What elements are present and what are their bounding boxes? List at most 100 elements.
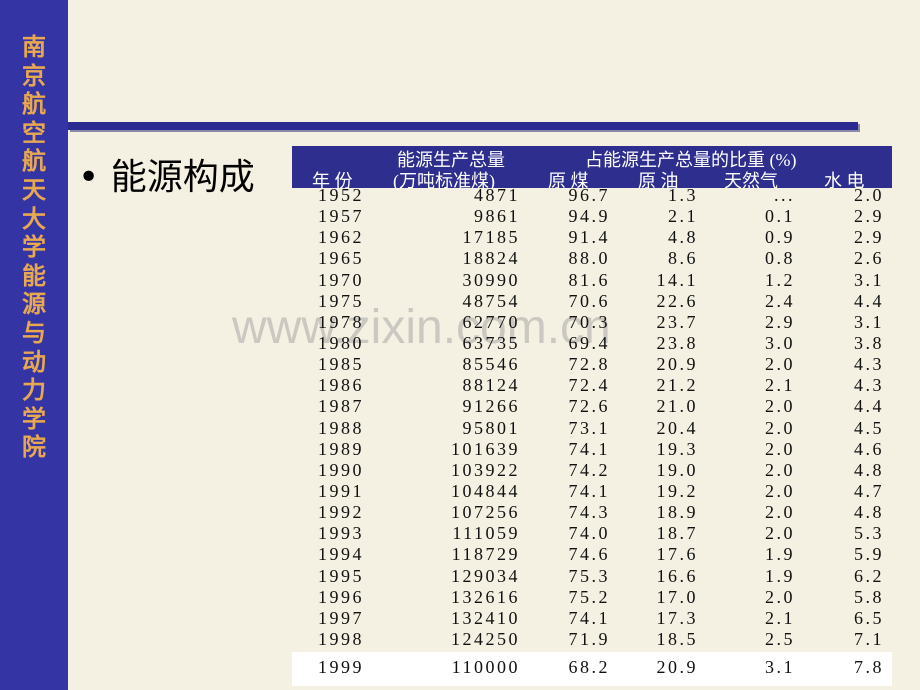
- table-cell: 16.6: [656, 565, 698, 586]
- table-cell: 18.7: [656, 523, 698, 544]
- table-cell: 72.4: [568, 375, 610, 396]
- watermark: www.zixin.com.cn: [232, 301, 611, 354]
- header-cell: 年 份: [312, 171, 353, 191]
- table-cell: 1999: [318, 657, 364, 677]
- table-cell: 2.0: [854, 185, 884, 205]
- table-cell: 5.9: [854, 544, 884, 565]
- table-cell: 3.1: [854, 311, 884, 332]
- table-cell: 4871: [474, 185, 520, 205]
- table-cell: 132410: [451, 607, 520, 628]
- table-cell: 3.1: [854, 269, 884, 290]
- table-cell: 2.4: [765, 290, 795, 311]
- table-cell: 69.4: [568, 332, 610, 353]
- table-cell: 3.0: [765, 332, 795, 353]
- sidebar-text: 南京航空航天大学能源与动力学院: [22, 35, 46, 462]
- header-cell: 能源生产总量: [397, 150, 505, 170]
- table-cell: 1.9: [765, 565, 795, 586]
- table-cell: 1995: [318, 565, 364, 586]
- header-cell: 原 油: [638, 171, 679, 191]
- table-cell: 20.9: [656, 657, 698, 677]
- row-background: [292, 652, 892, 686]
- table-cell: 21.0: [656, 396, 698, 417]
- bullet-text: 能源构成: [110, 157, 255, 198]
- table-cell: 2.1: [668, 206, 698, 227]
- table-cell: 101639: [451, 438, 520, 459]
- table-cell: 6.2: [854, 565, 884, 586]
- table-cell: 70.6: [568, 290, 610, 311]
- table-cell: 74.2: [568, 459, 610, 480]
- table-cell: 6.5: [854, 607, 884, 628]
- table-cell: 4.8: [854, 502, 884, 523]
- table-cell: 17.0: [656, 586, 698, 607]
- table-cell: 74.3: [568, 502, 610, 523]
- table-cell: 124250: [451, 628, 520, 649]
- table-cell: 4.8: [668, 227, 698, 248]
- table-cell: 23.7: [656, 311, 698, 332]
- table-cell: 4.4: [854, 396, 884, 417]
- table-cell: 74.1: [568, 438, 610, 459]
- table-cell: 1993: [318, 523, 364, 544]
- table-cell: 1994: [318, 544, 364, 565]
- table-cell: 1998: [318, 628, 364, 649]
- table-cell: 1978: [318, 311, 364, 332]
- table-cell: 2.6: [854, 248, 884, 269]
- table-cell: 1962: [318, 227, 364, 248]
- table-cell: 7.1: [854, 628, 884, 649]
- table-cell: 1.9: [765, 544, 795, 565]
- table-cell: 17185: [462, 227, 520, 248]
- table-cell: 1965: [318, 248, 364, 269]
- table-cell: 96.7: [568, 185, 610, 205]
- table-cell: 75.2: [568, 586, 610, 607]
- table-cell: 88.0: [568, 248, 610, 269]
- table-cell: 30990: [462, 269, 520, 290]
- table-cell: 2.9: [765, 311, 795, 332]
- table-cell: 1992: [318, 502, 364, 523]
- table-cell: 4.6: [854, 438, 884, 459]
- table-cell: 2.9: [854, 206, 884, 227]
- table-cell: 71.9: [568, 628, 610, 649]
- table-cell: 20.4: [656, 417, 698, 438]
- table-cell: 2.0: [765, 459, 795, 480]
- table-cell: 62770: [462, 311, 520, 332]
- table-cell: 4.8: [854, 459, 884, 480]
- table-cell: 1970: [318, 269, 364, 290]
- table-cell: 0.8: [765, 248, 795, 269]
- table-cell: 85546: [462, 354, 520, 375]
- bullet: • 能源构成: [78, 157, 255, 198]
- table-cell: 73.1: [568, 417, 610, 438]
- table-cell: 5.8: [854, 586, 884, 607]
- table-cell: 0.1: [765, 206, 795, 227]
- table-cell: 2.0: [765, 438, 795, 459]
- table-cell: 7.8: [854, 657, 884, 677]
- table-cell: 74.1: [568, 480, 610, 501]
- table-cell: 111059: [452, 523, 520, 544]
- header-cell: (万吨标准煤): [393, 171, 495, 191]
- table-cell: 19.2: [656, 480, 698, 501]
- header-cell: 水 电: [824, 171, 865, 191]
- table-cell: 19.3: [656, 438, 698, 459]
- table-cell: 14.1: [656, 269, 698, 290]
- table-cell: 17.3: [656, 607, 698, 628]
- table-cell: 8.6: [668, 248, 698, 269]
- table-cell: 18.5: [656, 628, 698, 649]
- table-cell: 5.3: [854, 523, 884, 544]
- table-cell: 9861: [474, 206, 520, 227]
- table-cell: 68.2: [568, 657, 610, 677]
- table-header: [292, 146, 892, 188]
- table-cell: 2.1: [765, 375, 795, 396]
- table-cell: 0.9: [765, 227, 795, 248]
- table-cell: 4.7: [854, 480, 884, 501]
- table-cell: 4.5: [854, 417, 884, 438]
- table-cell: 20.9: [656, 354, 698, 375]
- table-cell: 23.8: [656, 332, 698, 353]
- table-cell: 74.6: [568, 544, 610, 565]
- table-cell: 18824: [462, 248, 520, 269]
- table-cell: 19.0: [656, 459, 698, 480]
- table-cell: ...: [774, 185, 795, 205]
- table-cell: 4.3: [854, 375, 884, 396]
- title-bar: [68, 122, 858, 130]
- table-cell: 1989: [318, 438, 364, 459]
- table-cell: 2.0: [765, 586, 795, 607]
- header-cell: 占能源生产总量的比重 (%): [585, 150, 797, 170]
